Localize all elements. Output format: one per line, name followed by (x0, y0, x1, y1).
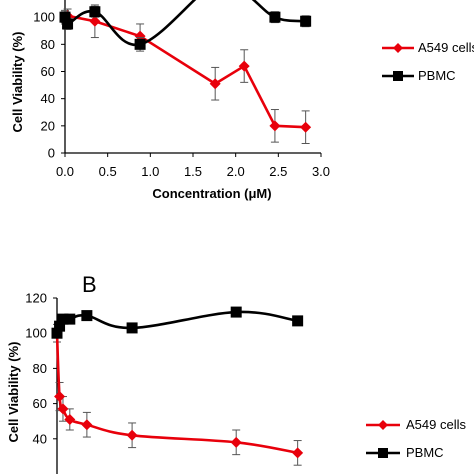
legend-a549-marker (393, 43, 403, 53)
panel-b-a549-line (55, 333, 298, 455)
panel-a-y-tick-label: 60 (41, 64, 55, 79)
panel-b-y-axis-label: Cell Viability (%) (6, 342, 21, 443)
legend-pbmc-marker (393, 71, 403, 81)
panel-b-a549-point (230, 436, 242, 448)
panel-b-letter: B (82, 272, 97, 297)
legend-b-pbmc-label: PBMC (406, 445, 444, 460)
panel-b-pbmc-point (64, 313, 76, 325)
panel-a-legend: A549 cells PBMC (382, 40, 474, 83)
panel-a-x-tick-label: 1.0 (141, 164, 159, 179)
panel-a-pbmc-point (300, 15, 312, 27)
panel-a-y-tick-label: 100 (33, 10, 55, 25)
panel-a-a549-point (209, 78, 221, 90)
panel-a-x-tick-label: 2.0 (227, 164, 245, 179)
panel-a-a549-point (89, 15, 101, 27)
panel-a-x-axis-label: Concentration (μM) (152, 186, 271, 201)
legend-pbmc-label: PBMC (418, 68, 456, 83)
panel-a-y-tick-label: 40 (41, 91, 55, 106)
panel-a-y-tick-label: 0 (48, 146, 55, 161)
legend-b-a549-label: A549 cells (406, 417, 466, 432)
panel-b-pbmc-point (81, 310, 93, 322)
panel-b-y-tick-label: 40 (33, 431, 47, 446)
panel-a-x-tick-label: 3.0 (312, 164, 330, 179)
panel-a-pbmc-point (269, 11, 281, 23)
legend-a549-label: A549 cells (418, 40, 474, 55)
panel-b-pbmc-point (57, 313, 69, 325)
panel-a-pbmc-point (59, 11, 71, 23)
panel-a-y-axis-label: Cell Viability (%) (10, 32, 25, 133)
legend-b-a549-marker (378, 420, 388, 430)
panel-b-a549-point (126, 429, 138, 441)
panel-b-a549-point (81, 419, 93, 431)
panel-b-pbmc-line (55, 310, 298, 334)
panel-a-a549-point (238, 60, 250, 72)
panel-a-x-tick-label: 1.5 (184, 164, 202, 179)
panel-a-plot-area (59, 0, 312, 144)
panel-b-legend: A549 cells PBMC (366, 417, 466, 460)
panel-b-pbmc-point (292, 315, 304, 327)
panel-b-y-tick-label: 80 (33, 361, 47, 376)
panel-b-y-tick-label: 60 (33, 396, 47, 411)
legend-b-pbmc-marker (378, 448, 388, 458)
panel-a-a549-point (269, 120, 281, 132)
panel-a-a549-line (64, 14, 306, 129)
panel-b-a549-point (292, 447, 304, 459)
panel-b-pbmc-point (126, 322, 138, 334)
panel-b-y-tick-label: 100 (25, 326, 47, 341)
panel-a-a549-point (300, 121, 312, 133)
panel-b-a549-point (57, 403, 69, 415)
panel-b-y-tick-label: 120 (25, 291, 47, 306)
panel-b-a549-point (64, 413, 76, 425)
panel-a-y-tick-label: 20 (41, 118, 55, 133)
panel-a-x-tick-label: 0.5 (99, 164, 117, 179)
panel-b-plot-area (51, 306, 304, 466)
panel-b-pbmc-point (230, 306, 242, 318)
panel-b-pbmc-point (51, 327, 63, 339)
panel-a-y-tick-label: 80 (41, 37, 55, 52)
panel-a-pbmc-point (62, 18, 74, 30)
panel-b-pbmc-point (54, 320, 66, 332)
panel-a-pbmc-point (134, 38, 146, 50)
panel-a-x-tick-label: 2.5 (269, 164, 287, 179)
panel-a-pbmc-point (89, 6, 101, 18)
panel-a-chart: Cell Viability (%) Concentration (μM) A5… (10, 0, 474, 201)
panel-a-x-tick-label: 0.0 (56, 164, 74, 179)
panel-b-chart: B Cell Viability (%) A549 cells PBMC 40 6… (6, 272, 466, 474)
panel-b-a549-point (54, 391, 66, 403)
